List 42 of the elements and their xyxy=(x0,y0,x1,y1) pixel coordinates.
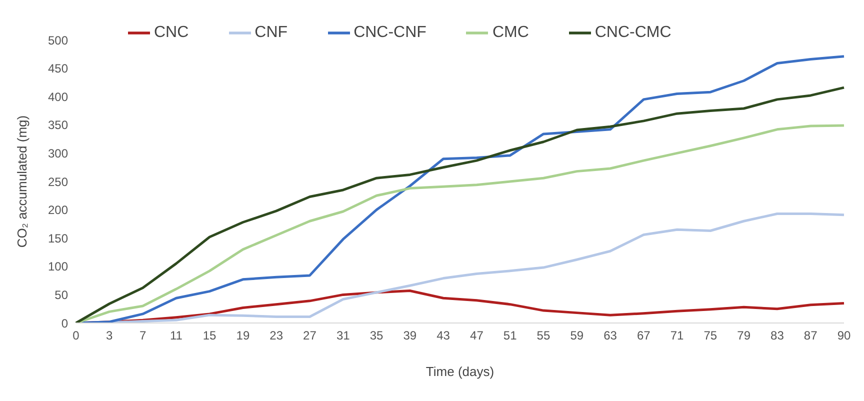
x-tick-label: 11 xyxy=(170,328,183,343)
legend-label: CNC-CNF xyxy=(354,24,426,42)
legend-label: CMC xyxy=(492,24,529,42)
x-tick-label: 71 xyxy=(670,328,684,343)
legend-label: CNF xyxy=(254,24,288,42)
x-axis-title: Time (days) xyxy=(426,364,494,380)
x-tick-label: 43 xyxy=(436,328,450,343)
x-tick-label: 75 xyxy=(704,328,718,343)
y-tick-label: 500 xyxy=(48,33,68,48)
y-tick-label: 450 xyxy=(48,62,68,76)
y-tick-label: 150 xyxy=(48,231,68,246)
x-tick-label: 7 xyxy=(139,328,146,343)
x-tick-label: 63 xyxy=(604,328,618,343)
x-tick-label: 47 xyxy=(470,328,484,343)
x-tick-label: 35 xyxy=(370,328,384,343)
y-tick-label: 300 xyxy=(48,146,68,160)
x-tick-label: 90 xyxy=(837,328,851,343)
y-tick-label: 350 xyxy=(48,118,68,132)
x-tick-label: 0 xyxy=(72,328,80,343)
x-tick-label: 79 xyxy=(737,328,751,343)
y-tick-label: 0 xyxy=(61,316,68,330)
y-tick-label: 250 xyxy=(48,174,68,189)
y-tick-label: 400 xyxy=(48,90,68,104)
x-tick-label: 15 xyxy=(202,328,217,343)
legend-label: CNC xyxy=(154,24,189,42)
x-tick-label: 23 xyxy=(270,328,284,343)
x-tick-label: 59 xyxy=(570,328,584,343)
x-tick-label: 31 xyxy=(336,328,350,343)
x-tick-label: 51 xyxy=(503,328,518,343)
x-tick-label: 87 xyxy=(804,328,818,343)
x-tick-label: 67 xyxy=(636,328,651,343)
x-tick-label: 27 xyxy=(303,328,317,343)
x-tick-label: 55 xyxy=(536,328,550,343)
y-tick-label: 100 xyxy=(48,260,68,274)
x-tick-label: 3 xyxy=(106,328,114,343)
y-axis-title: CO₂ accumulated (mg) xyxy=(14,115,30,248)
y-tick-label: 200 xyxy=(48,203,68,218)
x-tick-label: 83 xyxy=(770,328,784,343)
x-tick-label: 19 xyxy=(236,328,250,343)
y-tick-label: 50 xyxy=(54,288,68,302)
legend-label: CNC-CMC xyxy=(594,24,672,42)
x-tick-label: 39 xyxy=(403,328,417,343)
